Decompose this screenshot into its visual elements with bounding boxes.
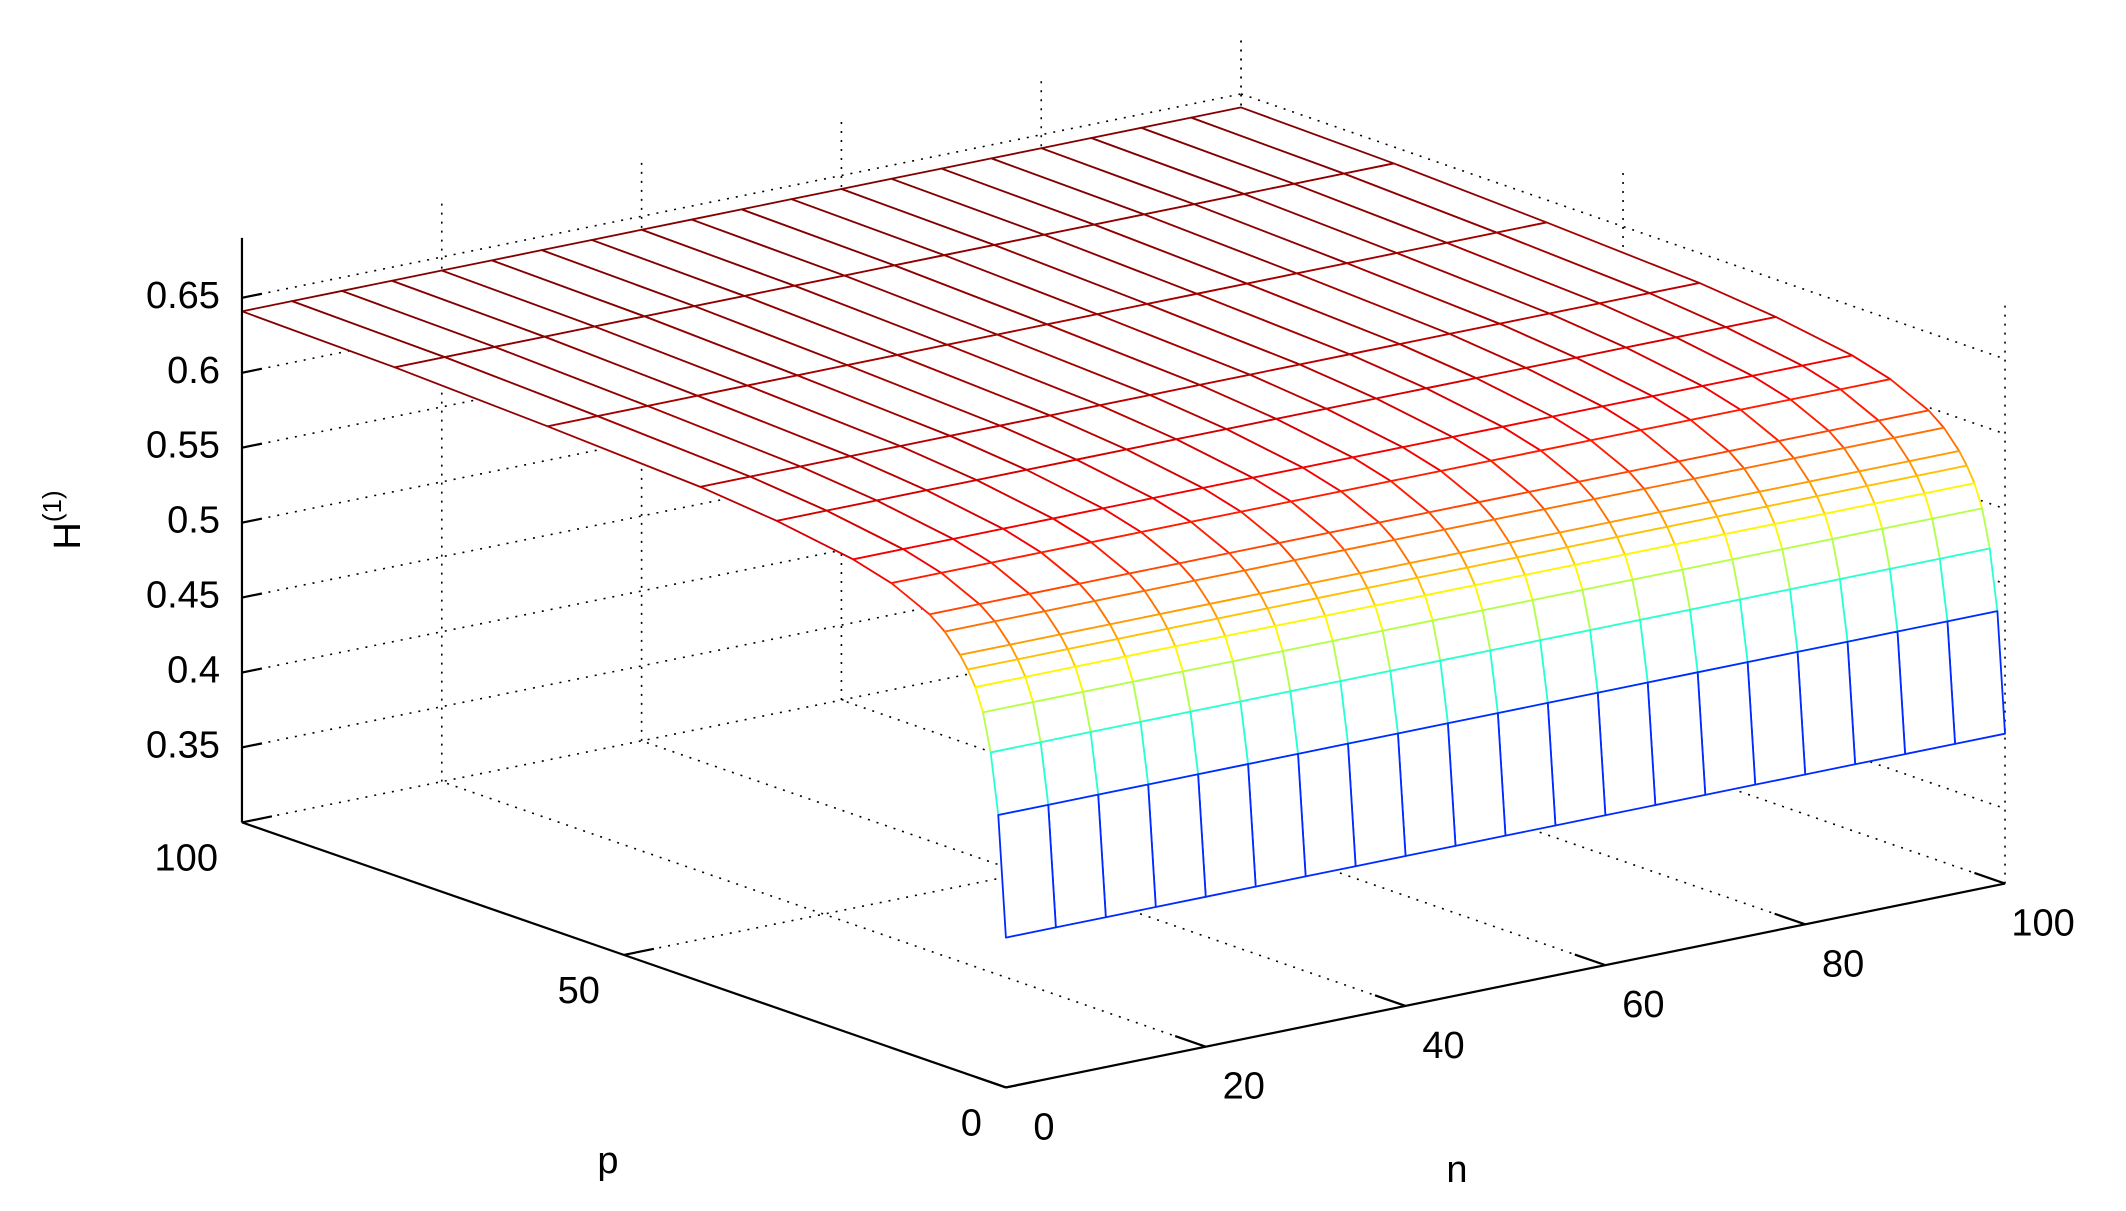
surface-cell [1247,752,1307,888]
x-tick-label: 40 [1422,1025,1464,1067]
surface-cell [1689,598,1749,674]
surface-cell [997,803,1057,939]
surface-cell [1546,691,1607,827]
x-axis [1005,882,2006,1089]
z-tick [241,517,263,524]
z-tick-label: 0.35 [146,724,220,766]
surface-cell [1297,742,1357,878]
surface-cell [1397,722,1457,857]
surface-cell [1946,610,2006,745]
surface-cell [1139,710,1199,786]
surface-cell [1938,547,1999,623]
y-tick-label: 100 [155,837,218,879]
z-tick [241,442,263,449]
surface-cell [1896,620,1956,755]
z-tick [241,667,263,674]
surface-cell [1596,681,1657,817]
surface-cell [1846,630,1907,766]
surface-cell [1039,731,1100,806]
surface [241,106,2006,939]
y-tick-label: 50 [558,970,600,1012]
surface-cell [1489,639,1549,714]
surface-cell [1696,661,1757,796]
surface-cell [1147,773,1207,908]
z-tick [241,367,263,374]
y-tick [241,815,273,824]
z-tick-label: 0.6 [167,350,220,392]
z-tick-label: 0.5 [167,500,220,542]
x-tick-label: 80 [1822,943,1864,985]
surface-cell [989,741,1050,816]
x-tick [1174,1035,1207,1048]
surface-cell [1446,712,1507,847]
surface-cell [1347,732,1407,868]
surface-cell [1189,700,1249,776]
z-tick [241,742,263,749]
z-label-base: H [47,522,89,549]
surface-cell [1239,690,1299,765]
x-tick [974,1075,1007,1089]
surface-cell [1389,659,1449,735]
y-tick [623,947,655,957]
surface-cell [1097,783,1157,919]
surface-cell [1739,588,1799,664]
surface-cell [1197,763,1257,898]
surface-cell [1789,578,1849,653]
z-tick [241,292,263,299]
surface-cell [1089,720,1150,796]
surface-cell [1289,680,1349,755]
z-label-sup: (1) [37,490,67,522]
z-tick-label: 0.55 [146,425,220,467]
surface-cell [1047,793,1107,929]
surface-cell [1838,568,1899,643]
surface-cell [1639,608,1699,684]
surface-cell [1496,701,1557,837]
surface-cell [1646,671,1707,806]
z-tick [241,592,263,599]
surface-cell [1746,651,1807,786]
axes: 0.35 0.4 0.45 0.5 0.55 0.6 0.65 0 50 100 0 20 40 60 80… [146,237,2075,1148]
surface-cell [1888,557,1949,633]
x-tick-label: 0 [1033,1106,1054,1148]
surface-cell [1339,669,1399,745]
x-tick [1374,994,1406,1007]
x-tick [1974,871,2006,885]
x-tick-label: 100 [2011,903,2074,945]
x-tick [1774,912,1806,926]
z-axis-label: H(1) [37,490,89,549]
y-tick-label: 0 [961,1102,982,1144]
x-tick-label: 20 [1223,1066,1265,1108]
surface-cell [1589,619,1649,694]
surface-cell [1439,649,1499,725]
y-tick [1005,1080,1037,1089]
surface-cell [1539,629,1599,704]
x-tick-label: 60 [1622,984,1664,1026]
x-axis-label: n [1446,1149,1467,1191]
z-tick-label: 0.45 [146,575,220,617]
y-axis-label: p [597,1140,618,1182]
x-tick [1574,953,1606,967]
z-tick-label: 0.65 [146,275,220,317]
surface-cell [1796,640,1857,776]
z-tick-label: 0.4 [167,650,220,692]
